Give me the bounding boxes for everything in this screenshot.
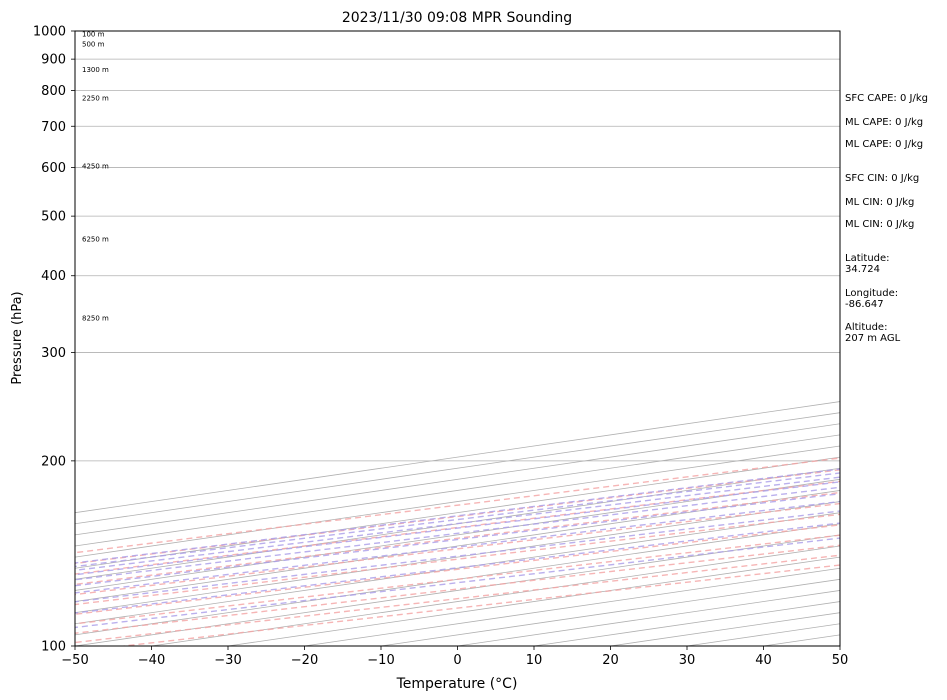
stat-text: ML CIN: 0 J/kg (845, 197, 915, 208)
y-tick-label: 700 (41, 120, 66, 135)
stat-text: SFC CAPE: 0 J/kg (845, 93, 928, 104)
isotherm-gridline (75, 534, 840, 646)
y-tick-label: 500 (41, 210, 66, 225)
isotherm-gridline (75, 445, 840, 558)
dry-adiabat (75, 554, 840, 644)
x-tick-label: 50 (832, 653, 849, 668)
isotherm-gridline (151, 545, 840, 646)
isotherm-gridline (75, 490, 840, 602)
x-tick-label: 0 (453, 653, 461, 668)
x-tick-label: −30 (214, 653, 241, 668)
y-tick-label: 800 (41, 84, 66, 99)
stat-text: ML CAPE: 0 J/kg (845, 139, 924, 150)
y-tick-label: 100 (41, 640, 66, 655)
x-tick-label: 30 (679, 653, 696, 668)
y-tick-label: 1000 (33, 25, 66, 40)
isotherm-gridline (75, 478, 840, 591)
stat-text: Latitude: 34.724 (845, 253, 890, 275)
stat-text: Altitude: 207 m AGL (845, 322, 901, 344)
stat-text: ML CIN: 0 J/kg (845, 219, 915, 230)
isotherm-gridline (75, 512, 840, 625)
stat-text: Longitude: -86.647 (845, 288, 899, 310)
y-tick-label: 900 (41, 53, 66, 68)
y-tick-label: 400 (41, 269, 66, 284)
x-tick-label: −10 (367, 653, 394, 668)
height-label: 4250 m (82, 163, 109, 171)
x-tick-label: 10 (526, 653, 543, 668)
height-label: 100 m (82, 31, 105, 39)
isotherm-gridline (75, 456, 840, 569)
plot-frame (74, 30, 841, 647)
isotherm-gridline (75, 501, 840, 614)
x-tick-label: −50 (61, 653, 88, 668)
height-label: 6250 m (82, 235, 109, 243)
y-tick-label: 600 (41, 161, 66, 176)
stat-text: SFC CIN: 0 J/kg (845, 173, 920, 184)
height-label: 500 m (82, 40, 105, 48)
x-tick-label: −20 (291, 653, 318, 668)
y-tick-label: 300 (41, 346, 66, 361)
x-tick-label: −40 (138, 653, 165, 668)
height-label: 1300 m (82, 66, 109, 74)
isotherm-gridline (75, 467, 840, 580)
x-tick-label: 20 (602, 653, 619, 668)
isotherm-gridline (75, 523, 840, 636)
isotherm-gridline (75, 434, 840, 547)
stat-text: ML CAPE: 0 J/kg (845, 117, 924, 128)
height-label: 8250 m (82, 315, 109, 323)
x-tick-label: 40 (755, 653, 772, 668)
moist-adiabat (75, 510, 840, 603)
axes: −50 −40 −30 −20 −10 0 10 20 30 40 50 100 200 300 400 50… (33, 25, 848, 669)
x-axis-label: Temperature (°C) (396, 676, 518, 692)
y-axis-label: Pressure (hPa) (10, 291, 25, 384)
chart-title: 2023/11/30 09:08 MPR Sounding (342, 10, 572, 26)
height-label: 2250 m (82, 94, 109, 102)
y-tick-label: 200 (41, 454, 66, 469)
